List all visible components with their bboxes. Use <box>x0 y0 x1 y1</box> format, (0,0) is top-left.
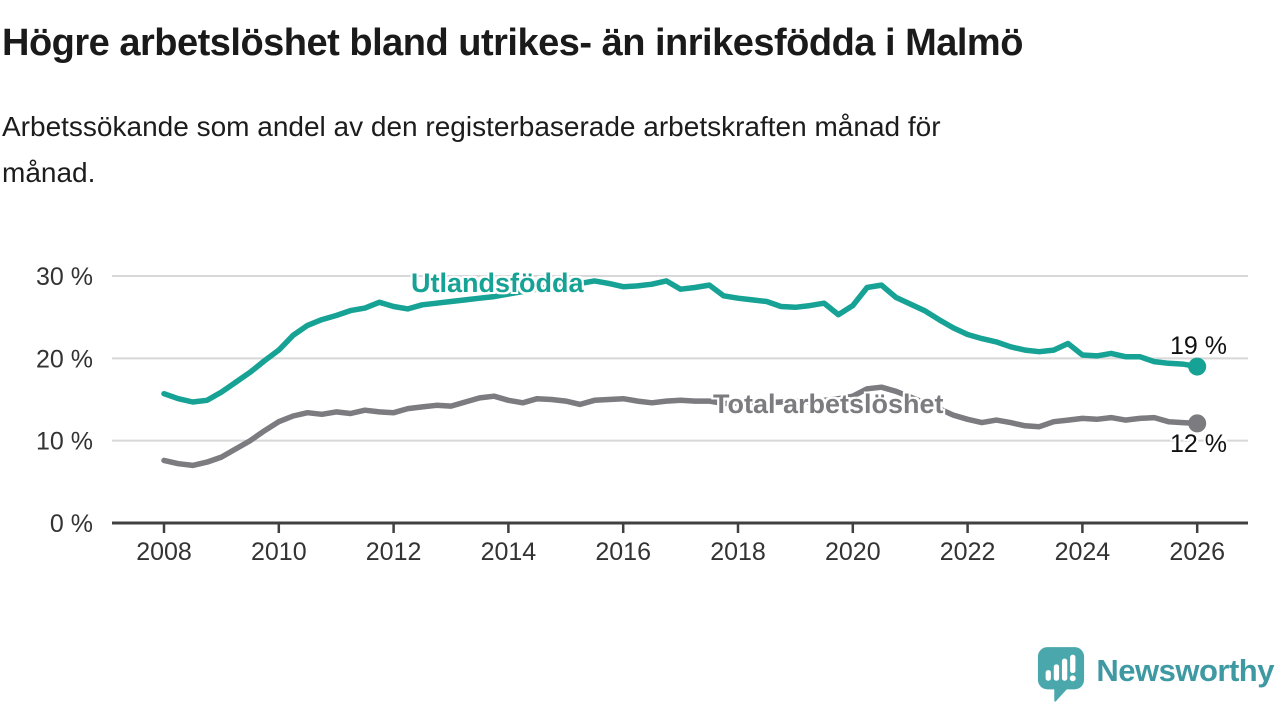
logo-bubble-shape <box>1038 647 1085 702</box>
x-axis-tick-label: 2014 <box>481 538 537 566</box>
x-axis-tick-label: 2020 <box>825 538 881 566</box>
x-axis-tick-label: 2026 <box>1169 538 1225 566</box>
page-title: Högre arbetslöshet bland utrikes- än inr… <box>2 22 1023 64</box>
x-axis-tick-label: 2008 <box>136 538 192 566</box>
x-axis-tick-label: 2022 <box>940 538 996 566</box>
x-axis-tick-label: 2024 <box>1055 538 1111 566</box>
series-end-dot <box>1188 414 1207 433</box>
series-line <box>161 384 1200 469</box>
newsworthy-logo-text: Newsworthy <box>1096 652 1274 688</box>
x-axis-tick-label: 2010 <box>251 538 307 566</box>
newsworthy-logo: Newsworthy <box>1036 646 1274 702</box>
y-axis-tick-label: 0 % <box>50 510 93 538</box>
series-line <box>161 278 1200 405</box>
x-axis-tick-label: 2012 <box>366 538 422 566</box>
x-axis-tick-label: 2016 <box>595 538 651 566</box>
series-label-total-arbetsloshet: Total arbetslöshet <box>713 389 944 419</box>
end-value-label-total: 12 % <box>1170 430 1227 458</box>
x-axis-tick-label: 2018 <box>710 538 766 566</box>
end-value-label-utlandsfodda: 19 % <box>1170 332 1227 360</box>
chart-subtitle: Arbetssökande som andel av den registerb… <box>2 111 941 188</box>
y-axis-tick-label: 30 % <box>36 263 93 291</box>
y-axis-tick-label: 10 % <box>36 428 93 456</box>
y-axis-tick-label: 20 % <box>36 345 93 373</box>
newsworthy-logo-icon <box>1038 647 1085 702</box>
series-end-dot <box>1188 357 1207 376</box>
series-label-utlandsfodda: Utlandsfödda <box>411 268 584 298</box>
